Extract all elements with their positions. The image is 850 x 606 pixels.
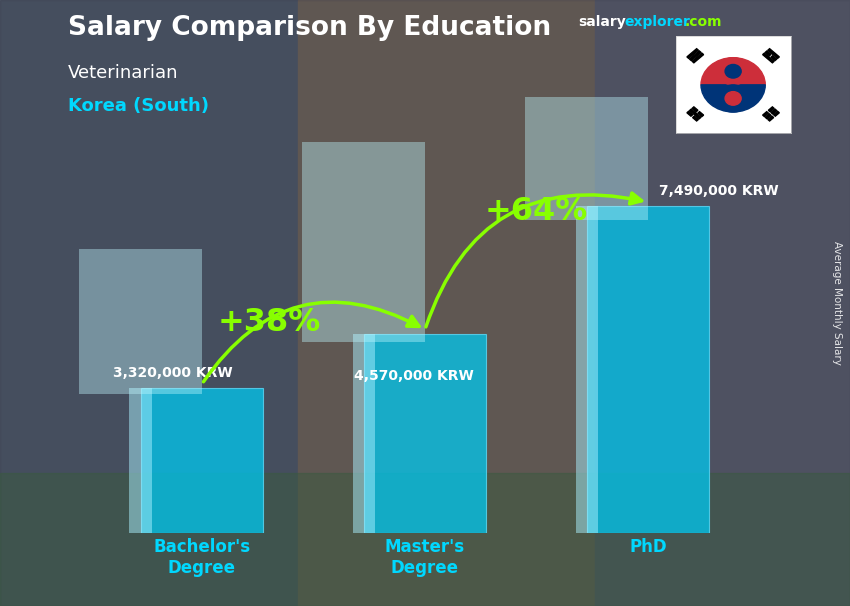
Polygon shape [692, 53, 704, 63]
Bar [0, 473, 850, 606]
Polygon shape [765, 51, 771, 56]
Polygon shape [771, 109, 777, 114]
Polygon shape [771, 56, 777, 61]
Polygon shape [768, 107, 774, 112]
Polygon shape [768, 48, 779, 58]
Text: +38%: +38% [218, 307, 320, 339]
Polygon shape [689, 109, 701, 119]
Bar [0, 0, 298, 606]
Text: Salary Comparison By Education: Salary Comparison By Education [68, 15, 551, 41]
Polygon shape [774, 112, 779, 116]
Polygon shape [687, 48, 699, 58]
Circle shape [725, 64, 741, 78]
Wedge shape [701, 85, 765, 112]
Bar [575, 207, 598, 533]
Polygon shape [765, 114, 771, 119]
Bar [595, 0, 850, 606]
Bar [298, 0, 595, 606]
Bar [353, 334, 375, 533]
Polygon shape [762, 53, 774, 63]
Text: salary: salary [578, 15, 626, 29]
Bar [79, 249, 201, 395]
Polygon shape [698, 112, 704, 116]
Bar [129, 388, 151, 533]
Polygon shape [692, 107, 698, 112]
Polygon shape [693, 116, 699, 121]
Polygon shape [762, 112, 768, 116]
Text: explorer: explorer [625, 15, 690, 29]
Circle shape [717, 58, 749, 85]
Text: 7,490,000 KRW: 7,490,000 KRW [660, 184, 779, 198]
Text: 3,320,000 KRW: 3,320,000 KRW [112, 365, 232, 380]
Text: Korea (South): Korea (South) [68, 97, 209, 115]
Polygon shape [689, 51, 701, 61]
Bar [140, 388, 264, 533]
Bar [364, 334, 486, 533]
Text: .com: .com [685, 15, 722, 29]
Wedge shape [701, 58, 765, 85]
Text: Average Monthly Salary: Average Monthly Salary [832, 241, 842, 365]
Polygon shape [768, 116, 774, 121]
Text: Veterinarian: Veterinarian [68, 64, 178, 82]
Text: 4,570,000 KRW: 4,570,000 KRW [354, 369, 473, 383]
Bar [586, 207, 710, 533]
Circle shape [725, 92, 741, 105]
Circle shape [717, 85, 749, 112]
Bar [525, 0, 648, 219]
Text: +64%: +64% [485, 196, 588, 227]
Polygon shape [687, 112, 693, 116]
Bar [303, 142, 425, 342]
